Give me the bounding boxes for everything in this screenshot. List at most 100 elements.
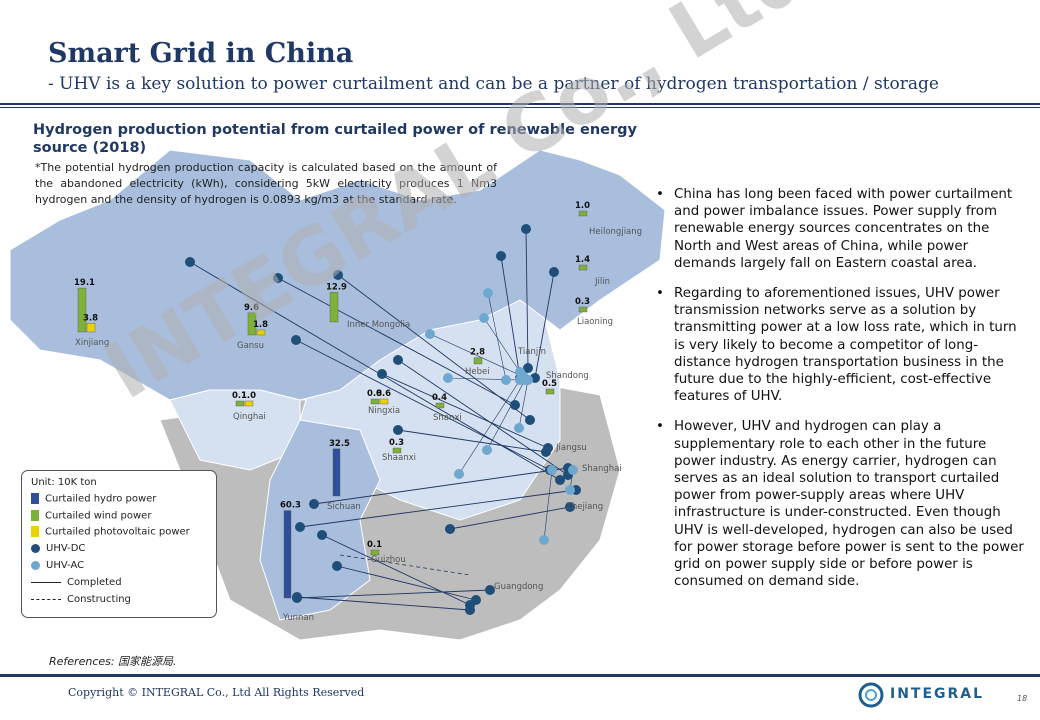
uhv-dc-node-icon <box>185 257 195 267</box>
key-points: • China has long been faced with power cu… <box>656 186 1026 603</box>
uhv-ac-node-icon <box>482 445 492 455</box>
uhv-ac-node-icon <box>568 465 578 475</box>
legend-constructing-label: Constructing <box>67 594 131 605</box>
province-label: Guangdong <box>494 582 543 592</box>
uhv-dc-node-icon <box>496 251 506 261</box>
uhv-dc-line <box>299 489 577 528</box>
page-number: 18 <box>1017 694 1028 703</box>
province-label: Qinghai <box>233 412 266 422</box>
legend-constructing: Constructing <box>31 594 131 605</box>
uhv-dc-node-icon <box>317 530 327 540</box>
uhv-ac-node-icon <box>443 373 453 383</box>
province-label: Shanghai <box>582 464 622 474</box>
uhv-dc-line <box>296 589 491 599</box>
province-label: Jiangsu <box>555 443 587 453</box>
solar-bar <box>244 400 254 407</box>
wind-bar <box>578 306 588 313</box>
province-label: Ningxia <box>368 406 400 416</box>
uhv-dc-node-icon <box>485 585 495 595</box>
integral-logo-text: INTEGRAL <box>890 686 985 702</box>
uhv-dc-line <box>296 596 471 611</box>
value-label: 0.4 <box>432 393 447 403</box>
dashed-line-icon <box>31 598 61 600</box>
bullet-text: However, UHV and hydrogen can play a sup… <box>674 419 1024 590</box>
uhv-dc-node-icon <box>309 499 319 509</box>
references: References: 国家能源局. <box>49 655 177 668</box>
uhv-dc-node-icon <box>291 335 301 345</box>
value-label: 12.9 <box>326 282 347 292</box>
uhv-dc-node-icon <box>273 273 283 283</box>
legend-solar-label: Curtailed photovoltaic power <box>45 526 190 538</box>
value-label: 3.8 <box>83 313 98 323</box>
uhv-dc-node-icon <box>332 561 342 571</box>
wind-bar <box>247 312 257 336</box>
uhv-dc-node-icon <box>549 267 559 277</box>
solar-bar <box>256 329 266 336</box>
uhv-dc-node-icon <box>333 270 343 280</box>
bullet-item: • Regarding to aforementioned issues, UHV… <box>656 285 1026 405</box>
legend-hydro: Curtailed hydro power <box>31 493 156 505</box>
value-label: 1.8 <box>253 320 268 330</box>
header-divider <box>0 103 1040 105</box>
legend-completed-label: Completed <box>67 577 122 588</box>
province-label: Guizhou <box>371 555 406 565</box>
legend-solar: Curtailed photovoltaic power <box>31 526 190 538</box>
value-label: 32.5 <box>329 439 350 449</box>
wind-bar <box>578 264 588 271</box>
ac-dot-icon <box>31 560 40 570</box>
uhv-dc-node-icon <box>393 425 403 435</box>
value-label: 0.8 <box>367 389 382 399</box>
province-labels: Xinjiang Gansu Inner Mongolia Qinghai Ningxi… <box>75 227 642 623</box>
wind-swatch <box>31 510 39 521</box>
province-label: Xinjiang <box>75 338 109 348</box>
uhv-constructing-line <box>339 554 471 576</box>
uhv-ac-node-icon <box>483 288 493 298</box>
uhv-ac-node-icon <box>454 469 464 479</box>
province-label: Shanxi <box>433 413 462 423</box>
uhv-dc-line <box>449 506 571 530</box>
value-label: 0.1 <box>232 391 247 401</box>
solid-line-icon <box>31 581 61 583</box>
bullet-text: China has long been faced with power cur… <box>674 187 1013 271</box>
bullet-item: • China has long been faced with power cu… <box>656 186 1026 272</box>
uhv-dc-node-icon <box>510 400 520 410</box>
wind-bar <box>235 400 245 407</box>
uhv-dc-node-icon <box>521 224 531 234</box>
province-label: Heilongjiang <box>589 227 642 237</box>
solar-swatch <box>31 526 39 537</box>
uhv-dc-node-icon <box>555 475 565 485</box>
map-legend: Unit: 10K ton Curtailed hydro power Curt… <box>21 470 217 618</box>
value-label: 1.0 <box>241 391 256 401</box>
copyright: Copyright © INTEGRAL Co., Ltd All Rights… <box>68 686 365 699</box>
province-label: Shandong <box>546 371 589 381</box>
uhv-ac-node-icon <box>520 375 530 385</box>
uhv-ac-line <box>543 469 553 541</box>
uhv-ac-node-icon <box>425 329 435 339</box>
value-label: 0.3 <box>389 438 404 448</box>
uhv-ac-node-icon <box>539 535 549 545</box>
legend-ac-label: UHV-AC <box>46 560 85 571</box>
uhv-ac-line <box>458 379 521 475</box>
uhv-dc-line <box>337 274 531 421</box>
legend-hydro-label: Curtailed hydro power <box>45 493 157 505</box>
province-label: Inner Mongolia <box>347 320 410 330</box>
legend-wind: Curtailed wind power <box>31 510 151 522</box>
value-label: 0.5 <box>542 379 557 389</box>
uhv-dc-node-icon <box>465 605 475 615</box>
hydro-swatch <box>31 493 39 504</box>
province-label: Liaoning <box>577 317 613 327</box>
legend-completed: Completed <box>31 577 122 588</box>
province-label: Hebei <box>465 367 490 377</box>
uhv-lines <box>189 228 577 611</box>
wind-bar <box>435 402 445 409</box>
province-label: Zhejiang <box>566 502 603 512</box>
wind-bar <box>370 398 380 405</box>
wind-bar <box>545 388 555 395</box>
wind-bar <box>392 447 402 454</box>
value-label: 1.0 <box>575 201 590 211</box>
integral-logo-icon <box>858 682 884 708</box>
bullet-icon: • <box>656 187 664 202</box>
uhv-dc-line <box>525 228 529 369</box>
uhv-dc-node-icon <box>541 447 551 457</box>
uhv-dc-node-icon <box>377 369 387 379</box>
